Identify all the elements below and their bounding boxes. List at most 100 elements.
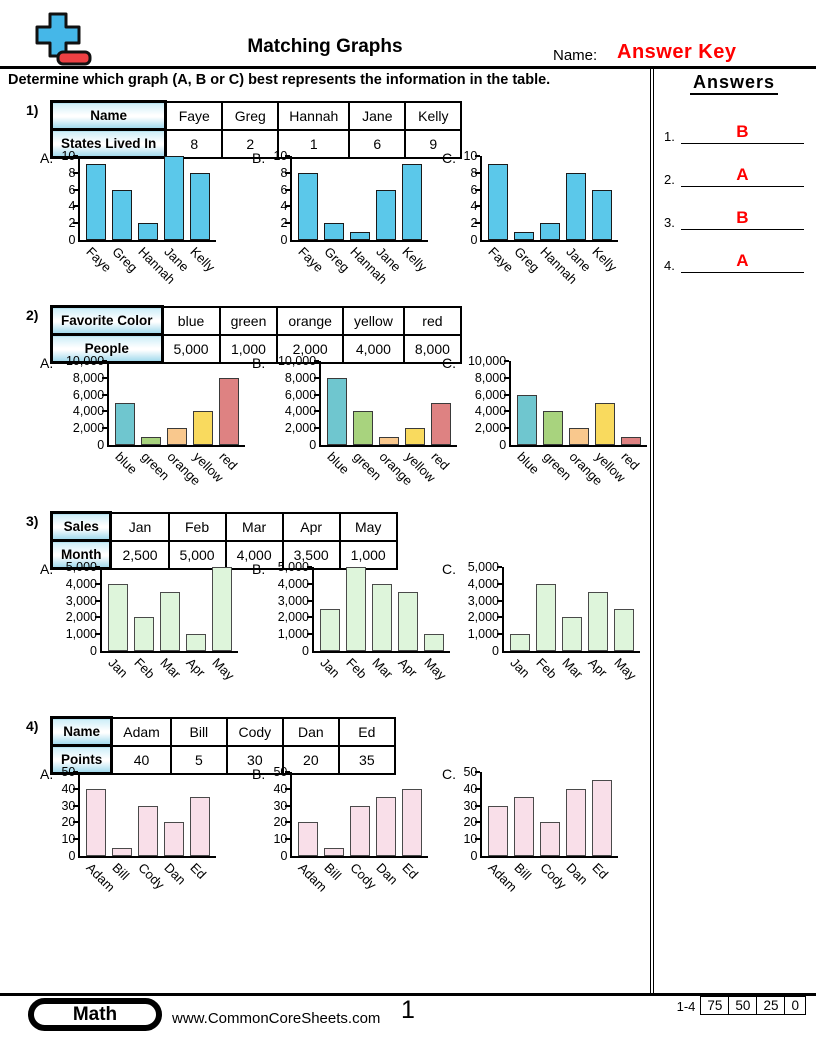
y-tick-label: 8: [470, 165, 478, 180]
bar-blue: [327, 377, 348, 445]
y-tick-mark: [73, 188, 79, 191]
table-value-cell: 1,000: [218, 333, 279, 364]
table-value-cell: 5,000: [161, 333, 221, 364]
y-tick-label: 0: [90, 644, 97, 658]
bar-orange: [167, 428, 188, 445]
bar-Kelly: [190, 172, 211, 240]
x-tick-label: Kelly: [589, 244, 621, 275]
y-axis: 0 1,000 2,000 3,000 4,000 5,000: [58, 560, 100, 658]
y-tick-label: 30: [463, 798, 478, 813]
y-tick-mark: [497, 566, 502, 568]
y-tick-label: 5,000: [467, 560, 499, 574]
y-tick-mark: [504, 393, 510, 396]
x-tick-label: Apr: [585, 655, 611, 680]
graph-letter: B.: [252, 561, 266, 577]
x-tick-label: green: [350, 449, 385, 484]
y-tick-mark: [95, 616, 100, 619]
plot-area: Adam Bill Cody Dan Ed: [285, 771, 429, 895]
y-tick-label: 0: [492, 644, 499, 658]
table-label-cell: Sales: [49, 511, 113, 542]
answers-panel: Answers 1. B 2. A 3. B 4. A: [660, 72, 808, 273]
x-tick-label: Mar: [369, 655, 396, 682]
x-tick-label: Cody: [537, 860, 570, 893]
problem-1: 1) Name Faye Greg Hannah Jane Kelly States Live…: [0, 100, 816, 300]
y-tick-label: 0: [309, 438, 317, 452]
table-header-cell: Adam: [110, 716, 172, 747]
table-value-cell: 8,000: [402, 333, 462, 364]
y-tick-mark: [314, 410, 320, 413]
y-tick-label: 1,000: [65, 627, 97, 642]
y-tick-mark: [504, 376, 510, 379]
y-axis: 0 2 4 6 8 10: [58, 149, 78, 247]
plot-area: Adam Bill Cody Dan Ed: [475, 771, 619, 895]
answer-letter-value: B: [736, 208, 749, 227]
bar-Hannah: [350, 231, 371, 240]
bar-blue: [115, 403, 136, 445]
y-tick-mark: [475, 771, 481, 773]
data-table: Favorite Color blue green orange yellow red Pe…: [50, 305, 462, 364]
y-tick-mark: [285, 222, 291, 225]
y-tick-label: 8,000: [284, 370, 317, 385]
y-tick-label: 30: [61, 798, 76, 813]
answer-item: 3. B: [660, 187, 808, 230]
table-value-cell: 9: [404, 128, 463, 159]
bar-Mar: [562, 617, 582, 651]
y-tick-mark: [497, 582, 502, 585]
answer-blank: B: [680, 122, 804, 144]
x-tick-label: Faye: [485, 244, 517, 276]
y-tick-label: 10: [61, 832, 76, 847]
answer-number: 4.: [664, 258, 675, 273]
bar-Dan: [164, 822, 185, 856]
table-value-cell: 20: [281, 744, 340, 775]
table-row: Name Adam Bill Cody Dan Ed: [49, 716, 396, 747]
bar-yellow: [595, 403, 616, 445]
table-label-cell: Name: [49, 100, 168, 131]
bar-May: [614, 609, 634, 651]
bar-Feb: [536, 583, 556, 651]
table-label-cell: States Lived In: [49, 128, 168, 159]
y-tick-mark: [102, 427, 108, 430]
data-table: Sales Jan Feb Mar Apr May Month 2,500 5,000 4,000…: [49, 511, 398, 570]
y-tick-mark: [285, 838, 291, 841]
table-row: States Lived In 8 2 1 6 9: [49, 128, 463, 159]
bar-Kelly: [592, 189, 613, 240]
y-tick-mark: [95, 633, 100, 636]
y-tick-label: 4,000: [65, 576, 97, 591]
table-value-cell: 4,000: [224, 539, 284, 570]
x-tick-label: Mar: [559, 655, 586, 682]
data-table: Name Adam Bill Cody Dan Ed Points 40 5 30 20 35: [49, 716, 396, 775]
y-tick-label: 20: [61, 815, 76, 830]
bar-May: [212, 567, 232, 651]
y-tick-mark: [497, 633, 502, 636]
x-tick-label: Ed: [399, 860, 422, 882]
y-tick-label: 0: [470, 233, 478, 247]
graph-letter: C.: [442, 561, 456, 577]
y-tick-mark: [285, 821, 291, 824]
graph-letter: B.: [252, 150, 266, 166]
graph-letter: B.: [252, 766, 266, 782]
y-tick-label: 1,000: [277, 627, 309, 642]
graph-letter: A.: [40, 150, 54, 166]
bar-Faye: [298, 172, 319, 240]
table-value-cell: 40: [110, 744, 172, 775]
y-tick-mark: [475, 205, 481, 208]
x-tick-label: Dan: [161, 860, 190, 888]
y-tick-label: 10: [273, 832, 288, 847]
instruction-text: Determine which graph (A, B or C) best r…: [8, 72, 551, 88]
score-range-label: 1-4: [676, 999, 696, 1014]
website-url: www.CommonCoreSheets.com: [172, 1010, 381, 1027]
y-tick-mark: [102, 393, 108, 396]
table-row: Month 2,500 5,000 4,000 3,500 1,000: [49, 539, 398, 570]
x-tick-label: Greg: [321, 244, 353, 276]
bar-Apr: [588, 592, 608, 651]
table-row: Sales Jan Feb Mar Apr May: [49, 511, 398, 542]
y-tick-mark: [73, 171, 79, 174]
plot-area: Adam Bill Cody Dan Ed: [73, 771, 217, 895]
y-tick-label: 2: [68, 216, 76, 231]
y-tick-mark: [314, 393, 320, 396]
graph-letter: C.: [442, 150, 456, 166]
problem-number: 4): [26, 718, 39, 734]
y-tick-mark: [497, 616, 502, 619]
x-tick-label: Dan: [373, 860, 402, 888]
answers-title-text: Answers: [689, 72, 779, 95]
